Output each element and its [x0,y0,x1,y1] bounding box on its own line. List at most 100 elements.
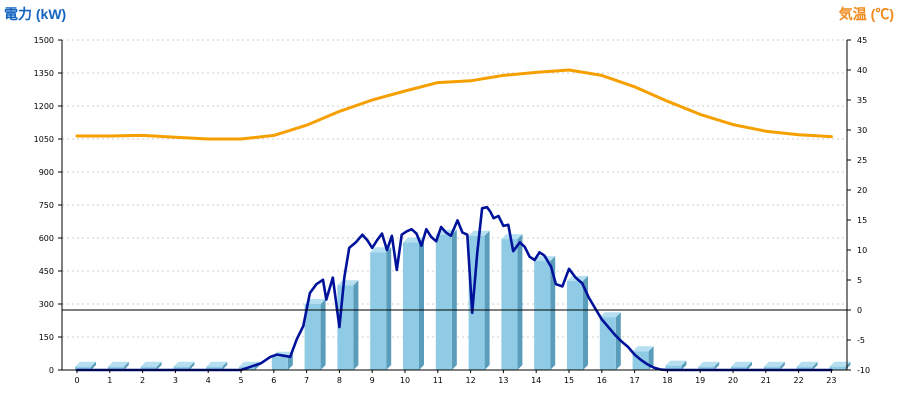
bar-front [271,356,288,370]
x-tick-label: 17 [630,376,640,385]
x-tick-label: 9 [370,376,375,385]
power-bar [304,299,326,370]
bar-side [353,280,359,370]
bar-front [796,366,813,370]
power-bar [173,361,195,370]
temperature-line [75,68,833,141]
bar-top [75,361,96,367]
bar-front [501,239,518,370]
bar-top [829,361,851,367]
left-tick-label: 450 [39,267,54,276]
bar-top [107,361,129,367]
x-tick-label: 7 [304,376,309,385]
left-tick-label: 1500 [34,36,54,45]
power-line [75,205,833,372]
x-tick-label: 23 [826,376,836,385]
bar-front [173,366,190,370]
x-tick-label: 13 [498,376,508,385]
right-tick-label: 35 [857,96,867,105]
x-tick-label: 3 [173,376,178,385]
bar-front [206,366,223,370]
bar-side [583,275,588,370]
bar-top [206,361,228,367]
bar-side [714,361,720,370]
bar-top [140,361,162,367]
x-tick-label: 6 [271,376,276,385]
bar-front [468,235,485,370]
power-bars [75,229,851,370]
left-tick-label: 1350 [34,69,54,78]
bar-side [779,361,785,370]
right-tick-label: 25 [857,156,867,165]
right-tick-label: -10 [857,366,870,375]
x-tick-label: 15 [564,376,574,385]
bar-side [812,361,818,370]
bar-side [484,230,490,370]
bar-front [107,366,124,370]
power-bar [534,256,556,370]
power-bar [206,361,228,370]
x-tick-label: 21 [761,376,771,385]
bar-front [403,242,419,370]
bar-front [534,261,551,370]
bar-front [140,366,157,370]
bar-front [370,252,387,370]
left-axis-title: 電力 (kW) [4,6,67,22]
power-bar [567,275,588,370]
left-tick-label: 600 [39,234,54,243]
bar-side [517,234,523,370]
bar-side [615,312,621,370]
right-tick-label: 20 [857,186,867,195]
bar-front [75,366,91,370]
bar-top [796,361,818,367]
bar-front [567,280,583,370]
series-lines [75,68,833,372]
power-bar [698,361,720,370]
left-tick-label: 1050 [34,135,54,144]
bar-top [665,360,687,366]
x-tick-label: 20 [728,376,738,385]
right-axis-ticks: -10 -5 0 5 10 15 20 25 30 35 40 45 [847,36,870,375]
left-tick-label: 150 [39,333,54,342]
bar-front [698,366,715,370]
power-bar [731,361,752,370]
power-bar [468,230,490,370]
left-tick-label: 0 [49,366,54,375]
x-tick-label: 11 [433,376,443,385]
power-bar [370,247,392,370]
power-bar [665,360,687,370]
bar-side [747,361,752,370]
bar-side [320,299,326,370]
bar-top [763,361,785,367]
bar-top [173,361,195,367]
x-tick-label: 5 [238,376,243,385]
x-tick-label: 12 [466,376,476,385]
power-bar [501,234,523,370]
left-tick-label: 300 [39,300,54,309]
bar-front [435,234,452,370]
bar-top [731,361,752,367]
bar-front [304,304,321,370]
bar-top [304,299,326,304]
bar-side [648,346,654,370]
power-bar [435,229,457,370]
right-tick-label: 0 [857,306,862,315]
bar-side [189,361,195,370]
power-bar [796,361,818,370]
bar-side [91,361,96,370]
bar-front [665,365,682,370]
x-tick-label: 19 [695,376,705,385]
power-bar [403,237,424,370]
bar-top [599,312,621,318]
right-tick-label: 40 [857,66,867,75]
bar-side [156,361,162,370]
bar-side [419,237,424,370]
power-bar [140,361,162,370]
x-tick-label: 8 [337,376,342,385]
bar-side [681,360,687,370]
left-axis-ticks: 0 150 300 450 600 750 900 1050 1200 1350 1500 [34,36,62,375]
bar-top [698,361,720,367]
x-tick-label: 22 [794,376,804,385]
